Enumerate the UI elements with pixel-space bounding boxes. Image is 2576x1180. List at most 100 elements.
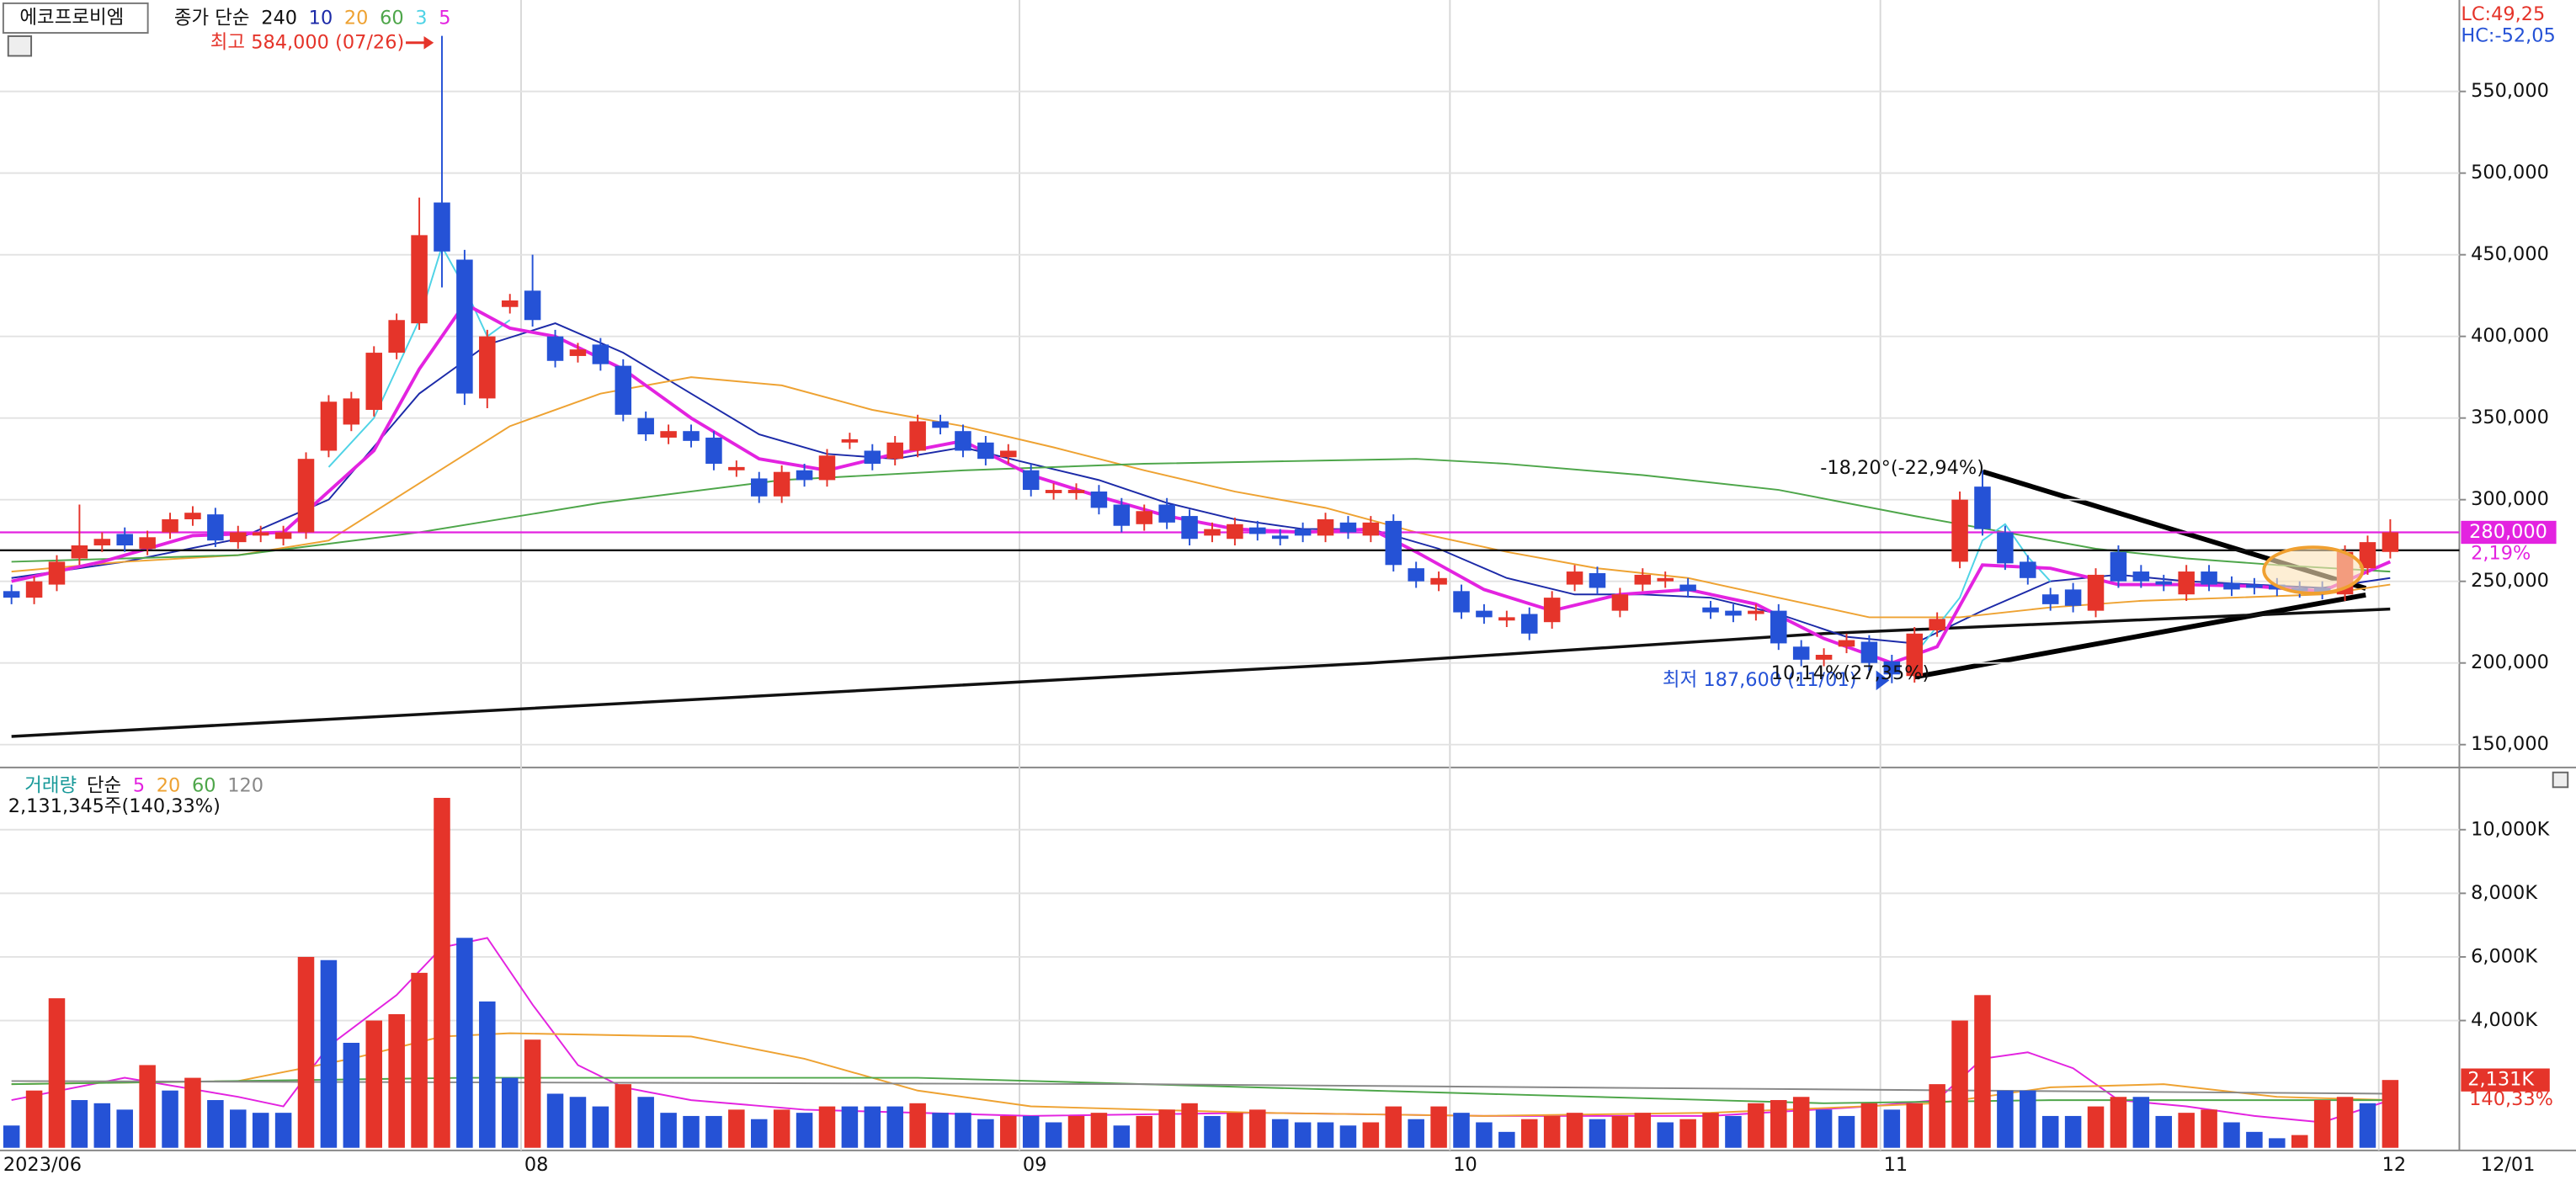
volume-bar: [71, 1100, 88, 1148]
candle-body: [343, 398, 360, 425]
legend-entry: 5: [133, 774, 145, 796]
legend-entry: 60: [192, 774, 216, 796]
volume-bar: [162, 1090, 178, 1148]
candle-body: [411, 235, 428, 324]
volume-bar: [1000, 1115, 1017, 1148]
volume-bar: [456, 938, 473, 1148]
volume-bar: [955, 1113, 971, 1148]
volume-bar: [1408, 1119, 1424, 1148]
legend-entry: 60: [380, 7, 404, 29]
candle-body: [1000, 450, 1017, 458]
volume-bar: [93, 1103, 111, 1148]
volume-bar: [1453, 1113, 1470, 1148]
close-icon[interactable]: [2552, 771, 2569, 789]
candle-body: [683, 431, 700, 441]
candle-body: [501, 300, 519, 307]
volume-bar: [1113, 1125, 1131, 1148]
volume-bar: [886, 1106, 903, 1148]
current-volume-box: [2461, 1068, 2550, 1092]
volume-bar: [252, 1113, 269, 1148]
candle-body: [1906, 633, 1923, 677]
volume-bar: [841, 1106, 859, 1148]
change-label: 2,19%: [2471, 543, 2531, 565]
volume-bar: [909, 1103, 926, 1148]
volume-bar: [1090, 1113, 1108, 1148]
candle-body: [1067, 490, 1085, 493]
candle-body: [1271, 535, 1289, 540]
candle-body: [1748, 610, 1764, 614]
x-tick-label: 2023/06: [3, 1154, 82, 1176]
candle-body: [1997, 532, 2014, 564]
candle-body: [2246, 584, 2263, 588]
candle-body: [1634, 574, 1652, 585]
candle-body: [2359, 542, 2376, 569]
y-tick-label: 450,000: [2471, 243, 2549, 265]
legend-entry: 5: [439, 7, 450, 29]
volume-bar: [1249, 1109, 1266, 1148]
volume-bar: [2291, 1135, 2308, 1148]
candle-body: [116, 534, 133, 546]
y-tick-label: 8,000K: [2471, 882, 2538, 904]
volume-bar: [1227, 1113, 1243, 1148]
y-tick-label: 6,000K: [2471, 945, 2538, 967]
y-tick-label: 550,000: [2471, 80, 2549, 102]
volume-bar: [411, 972, 428, 1148]
candle-body: [1204, 529, 1221, 536]
level-label: 280,000: [2469, 521, 2547, 543]
candle-body: [230, 532, 247, 543]
y-tick-label: 300,000: [2471, 488, 2549, 510]
x-tick-label: 09: [1023, 1154, 1047, 1176]
volume-bar: [1385, 1106, 1402, 1148]
x-tick-label: 10: [1453, 1154, 1477, 1176]
candle-body: [955, 431, 971, 451]
volume-bar: [1997, 1090, 2014, 1148]
volume-bar: [1906, 1103, 1923, 1148]
stock-name-box: [2, 2, 149, 35]
volume-bar: [2178, 1113, 2195, 1148]
y-tick-label: 200,000: [2471, 651, 2549, 673]
volume-bar: [2155, 1115, 2173, 1148]
volume-bar: [1339, 1125, 1357, 1148]
candle-body: [728, 466, 745, 470]
candle-body: [932, 421, 949, 428]
candle-body: [162, 518, 178, 533]
candle-body: [71, 545, 88, 559]
volume-bar: [2041, 1115, 2059, 1148]
volume-bar: [569, 1097, 587, 1148]
volume-bar: [932, 1113, 949, 1148]
ma-line: [11, 376, 2391, 619]
volume-bar: [2359, 1103, 2376, 1148]
volume-bar: [2313, 1100, 2331, 1148]
volume-bar: [1294, 1122, 1312, 1148]
candle-body: [1022, 470, 1040, 491]
volume-bar: [1045, 1122, 1062, 1148]
candle-body: [909, 421, 926, 451]
candle-body: [1792, 646, 1810, 660]
volume-bar: [1974, 995, 1991, 1148]
candle-body: [1974, 486, 1991, 529]
candle-body: [434, 202, 450, 252]
candle-body: [864, 450, 881, 465]
candle-body: [524, 290, 541, 321]
volume-bar: [977, 1119, 994, 1148]
volume-bar: [2201, 1109, 2217, 1148]
candle-body: [1385, 520, 1402, 566]
volume-bar: [1611, 1115, 1629, 1148]
volume-bar: [1770, 1100, 1787, 1148]
table-icon[interactable]: [7, 35, 33, 57]
volume-bar: [2269, 1138, 2286, 1148]
candle-body: [660, 431, 677, 438]
volume-bar: [1136, 1115, 1152, 1148]
candle-body: [1589, 572, 1606, 588]
x-tick-label: 12: [2382, 1154, 2407, 1176]
volume-bar: [728, 1109, 745, 1148]
volume-bar: [343, 1043, 360, 1148]
lc-label: LC:49,25: [2461, 3, 2545, 25]
volume-bar: [1838, 1115, 1855, 1148]
candle-body: [1725, 610, 1742, 616]
candle-body: [1498, 617, 1515, 621]
candle-body: [1249, 527, 1266, 534]
arrow-head: [423, 35, 434, 50]
candle-body: [1136, 511, 1152, 524]
